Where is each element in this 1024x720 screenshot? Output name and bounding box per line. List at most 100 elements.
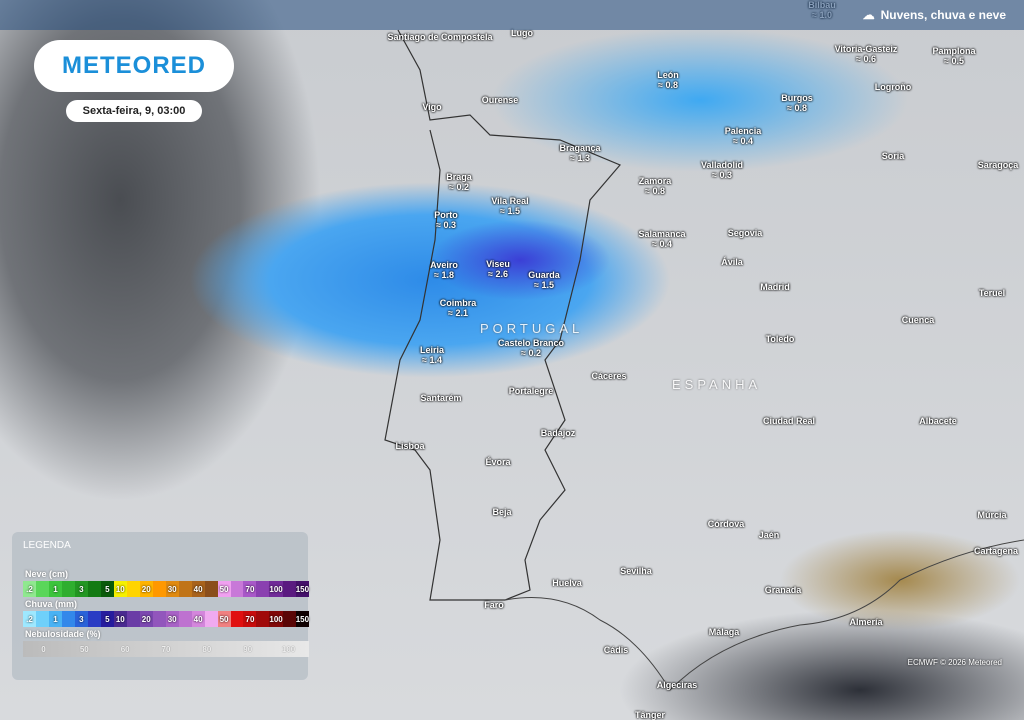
city-name: Córdova bbox=[707, 519, 745, 529]
city-label: Soria bbox=[882, 151, 905, 161]
top-bar bbox=[0, 0, 1024, 30]
precip-value: ≈ 1.5 bbox=[534, 280, 554, 290]
precip-value: ≈ 0.3 bbox=[436, 220, 456, 230]
city-name: Granada bbox=[764, 585, 802, 595]
scale-step bbox=[152, 581, 166, 597]
precip-value: ≈ 0.6 bbox=[856, 54, 876, 64]
meteored-logo[interactable]: METEORED bbox=[34, 40, 234, 92]
city-name: Salamanca bbox=[638, 229, 686, 239]
rain-scale: .2 1 3 5 10 20 30 40 50 70 100 150 bbox=[23, 611, 310, 627]
city-name: Vigo bbox=[422, 102, 442, 112]
forecast-date[interactable]: Sexta-feira, 9, 03:00 bbox=[66, 100, 202, 122]
city-label: Teruel bbox=[979, 288, 1005, 298]
city-label: Cartagena bbox=[974, 546, 1018, 556]
precip-value: ≈ 0.2 bbox=[521, 348, 541, 358]
city-name: Algeciras bbox=[656, 680, 698, 690]
city-name: Zamora bbox=[638, 176, 672, 186]
city-label: Pamplona ≈ 0.5 bbox=[932, 46, 975, 66]
city-label: Cuenca bbox=[902, 315, 935, 325]
precip-value: ≈ 0.8 bbox=[645, 186, 665, 196]
scale-step: 150 bbox=[295, 581, 310, 597]
scale-step bbox=[126, 611, 140, 627]
legend-panel: LEGENDA Neve (cm) .2 1 3 5 10 20 30 40 50 70 100 15… bbox=[12, 532, 310, 680]
city-name: Almería bbox=[849, 617, 883, 627]
scale-step: 30 bbox=[165, 611, 179, 627]
city-name: Évora bbox=[485, 457, 511, 467]
city-label: Salamanca ≈ 0.4 bbox=[638, 229, 685, 249]
city-label: Évora bbox=[485, 457, 510, 467]
city-name: Logroño bbox=[874, 82, 912, 92]
precip-value: ≈ 0.8 bbox=[658, 80, 678, 90]
country-label: ESPANHA bbox=[672, 377, 762, 392]
cloud-scale: 0 50 60 70 80 90 100 bbox=[23, 641, 309, 657]
cloud-label: Nebulosidade (%) bbox=[25, 629, 101, 639]
city-label: Toledo bbox=[766, 334, 795, 344]
city-label: Burgos ≈ 0.8 bbox=[781, 93, 813, 113]
city-label: Cádis bbox=[604, 645, 629, 655]
city-name: Cáceres bbox=[591, 371, 627, 381]
layer-title: ☁ Nuvens, chuva e neve bbox=[862, 8, 1006, 22]
city-label: Huelva bbox=[552, 578, 582, 588]
city-name: Vila Real bbox=[491, 196, 529, 206]
precip-value: ≈ 2.6 bbox=[488, 269, 508, 279]
city-label: Córdova bbox=[708, 519, 745, 529]
city-label: Santiago de Compostela bbox=[387, 32, 492, 42]
scale-step bbox=[230, 611, 244, 627]
scale-step: 5 bbox=[100, 581, 114, 597]
precip-value: ≈ 1.3 bbox=[570, 153, 590, 163]
city-label: Valladolid ≈ 0.3 bbox=[701, 160, 743, 180]
city-name: Faro bbox=[484, 600, 504, 610]
scale-step: .2 bbox=[23, 611, 36, 627]
scale-step: 20 bbox=[139, 581, 153, 597]
precip-value: ≈ 1.4 bbox=[422, 355, 442, 365]
city-label: Tânger bbox=[635, 710, 665, 720]
scale-step: 50 bbox=[217, 611, 231, 627]
scale-step: 20 bbox=[139, 611, 153, 627]
city-name: Ávila bbox=[721, 257, 743, 267]
scale-step bbox=[256, 611, 270, 627]
city-name: Burgos bbox=[781, 93, 813, 103]
city-name: Santarém bbox=[420, 393, 462, 403]
city-label: Lugo bbox=[511, 28, 533, 38]
city-label: Cáceres bbox=[591, 371, 626, 381]
scale-step bbox=[230, 581, 244, 597]
city-name: Sevilha bbox=[620, 566, 652, 576]
precip-value: ≈ 1.5 bbox=[500, 206, 520, 216]
city-label: Segovia bbox=[728, 228, 763, 238]
city-name: Cádis bbox=[603, 645, 629, 655]
scale-step bbox=[152, 611, 166, 627]
scale-step: 30 bbox=[165, 581, 179, 597]
city-label: León ≈ 0.8 bbox=[657, 70, 679, 90]
city-name: Bragança bbox=[559, 143, 601, 153]
city-label: Madrid bbox=[760, 282, 790, 292]
scale-step: 50 bbox=[217, 581, 231, 597]
scale-step bbox=[126, 581, 140, 597]
city-label: Coimbra ≈ 2.1 bbox=[440, 298, 477, 318]
city-name: Vitoria-Gasteiz bbox=[834, 44, 898, 54]
scale-step bbox=[256, 581, 270, 597]
city-name: Leiria bbox=[419, 345, 445, 355]
city-label: Vigo bbox=[422, 102, 441, 112]
scale-step: 1 bbox=[48, 581, 62, 597]
city-name: Ciudad Real bbox=[762, 416, 816, 426]
city-name: Valladolid bbox=[700, 160, 744, 170]
scale-step: 100 bbox=[269, 581, 283, 597]
city-name: Cartagena bbox=[973, 546, 1019, 556]
city-label: Jaén bbox=[759, 530, 780, 540]
scale-step: 70 bbox=[243, 611, 257, 627]
scale-step bbox=[35, 581, 49, 597]
precip-value: ≈ 0.4 bbox=[652, 239, 672, 249]
scale-step: 100 bbox=[281, 644, 296, 654]
city-name: Badajoz bbox=[540, 428, 576, 438]
scale-step: 70 bbox=[243, 581, 257, 597]
city-label: Badajoz bbox=[541, 428, 576, 438]
scale-step: 150 bbox=[295, 611, 310, 627]
city-label: Santarém bbox=[420, 393, 461, 403]
scale-step: 3 bbox=[74, 581, 88, 597]
city-label: Vitoria-Gasteiz ≈ 0.6 bbox=[835, 44, 898, 64]
precip-value: ≈ 0.5 bbox=[944, 56, 964, 66]
city-label: Guarda ≈ 1.5 bbox=[528, 270, 560, 290]
city-label: Sevilha bbox=[620, 566, 652, 576]
city-name: Málaga bbox=[708, 627, 740, 637]
city-label: Granada bbox=[765, 585, 802, 595]
